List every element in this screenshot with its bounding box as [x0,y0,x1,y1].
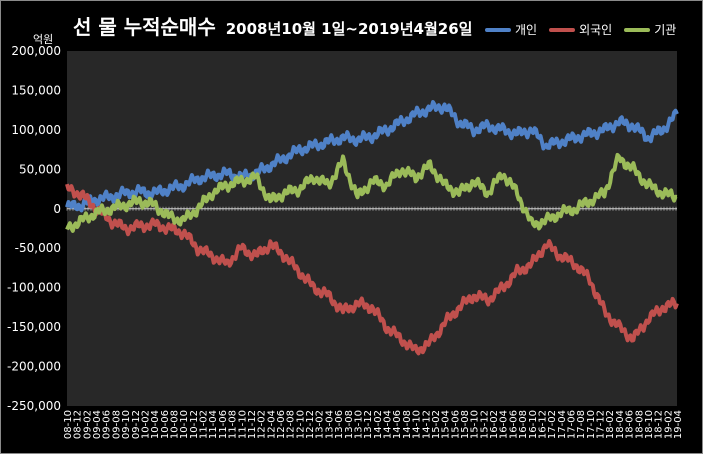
x-tick-label: 13-08 [344,410,355,439]
legend-item-individual: 개인 [485,21,537,38]
x-tick-label: 15-06 [450,410,461,439]
x-tick-label: 15-08 [460,410,471,439]
x-tick-label: 16-04 [499,410,510,439]
series-line-institution [65,152,678,233]
legend-label-individual: 개인 [515,23,538,37]
x-tick-label: 11-12 [247,410,258,439]
x-tick-label: 12-08 [286,410,297,439]
x-tick-label: 13-10 [353,410,364,439]
legend-swatch-foreign [549,27,576,32]
x-tick-label: 15-12 [479,410,490,439]
x-tick-label: 17-02 [547,410,558,439]
x-tick-label: 18-10 [644,410,655,439]
x-tick-label: 11-10 [237,410,248,439]
x-tick-label: 13-06 [334,410,345,439]
x-tick-label: 14-04 [383,410,394,439]
legend-swatch-institution [624,27,651,32]
x-tick-label: 13-02 [315,410,326,439]
x-tick-label: 14-12 [421,410,432,439]
series-line-individual [65,100,679,213]
y-tick-label: -250,000 [7,399,61,413]
y-axis-unit: 억원 [33,33,54,46]
x-tick-label: 14-08 [402,410,413,439]
x-tick-label: 17-06 [566,410,577,439]
series-line-foreign [65,183,679,356]
y-tick-label: -150,000 [7,320,61,334]
y-tick-label: 50,000 [19,162,61,176]
chart-legend: 개인 외국인 기관 [485,21,676,38]
x-tick-label: 17-08 [576,410,587,439]
x-tick-label: 15-10 [470,410,481,439]
x-tick-label: 10-06 [160,410,171,439]
x-tick-label: 09-08 [111,410,122,439]
x-tick-label: 15-04 [441,410,452,439]
x-tick-label: 18-04 [615,410,626,439]
x-tick-label: 18-06 [625,410,636,439]
x-tick-label: 12-12 [305,410,316,439]
x-tick-label: 18-02 [605,410,616,439]
x-tick-label: 12-10 [295,410,306,439]
x-tick-label: 11-06 [218,410,229,439]
legend-item-institution: 기관 [624,21,676,38]
x-tick-label: 09-10 [121,410,132,439]
legend-label-foreign: 외국인 [579,23,613,37]
x-tick-label: 08-10 [63,410,74,439]
y-tick-label: 150,000 [11,83,61,97]
x-tick-label: 11-04 [208,410,219,439]
x-tick-label: 08-12 [73,410,84,439]
x-tick-label: 15-02 [431,410,442,439]
x-tick-label: 09-12 [131,410,142,439]
x-tick-label: 17-10 [586,410,597,439]
x-tick-label: 10-04 [150,410,161,439]
x-tick-label: 14-06 [392,410,403,439]
x-tick-label: 13-04 [324,410,335,439]
x-tick-label: 09-02 [82,410,93,439]
x-tick-label: 11-08 [228,410,239,439]
title-period: 2008년10월 1일~2019년4월26일 [225,20,473,38]
chart-title: 선 물 누적순매수 2008년10월 1일~2019년4월26일 [73,11,472,40]
x-tick-label: 16-12 [537,410,548,439]
x-tick-label: 19-02 [663,410,674,439]
x-tick-label: 12-06 [276,410,287,439]
x-tick-label: 14-02 [373,410,384,439]
x-tick-label: 10-10 [179,410,190,439]
x-tick-label: 16-10 [528,410,539,439]
y-tick-label: -100,000 [7,281,61,295]
x-tick-label: 09-06 [102,410,113,439]
x-tick-label: 12-02 [257,410,268,439]
legend-swatch-individual [485,27,511,32]
x-tick-label: 10-12 [189,410,200,439]
x-tick-label: 10-02 [140,410,151,439]
x-tick-label: 18-12 [654,410,665,439]
x-tick-label: 09-04 [92,410,103,439]
x-tick-label: 18-08 [634,410,645,439]
x-tick-label: 13-12 [363,410,374,439]
y-tick-label: 0 [53,202,61,216]
x-tick-label: 11-02 [199,410,210,439]
x-tick-label: 16-08 [518,410,529,439]
x-tick-label: 19-04 [673,410,684,439]
x-tick-label: 17-04 [557,410,568,439]
y-tick-label: 200,000 [11,44,61,58]
x-tick-label: 10-08 [170,410,181,439]
x-tick-label: 14-10 [412,410,423,439]
y-tick-label: -50,000 [15,241,61,255]
x-tick-label: 12-04 [266,410,277,439]
title-main: 선 물 누적순매수 [73,15,216,39]
legend-label-institution: 기관 [654,23,677,37]
y-tick-label: -200,000 [7,360,61,374]
x-tick-label: 16-02 [489,410,500,439]
legend-item-foreign: 외국인 [549,21,612,38]
y-tick-label: 100,000 [11,123,61,137]
x-tick-label: 16-06 [508,410,519,439]
x-tick-label: 17-12 [596,410,607,439]
